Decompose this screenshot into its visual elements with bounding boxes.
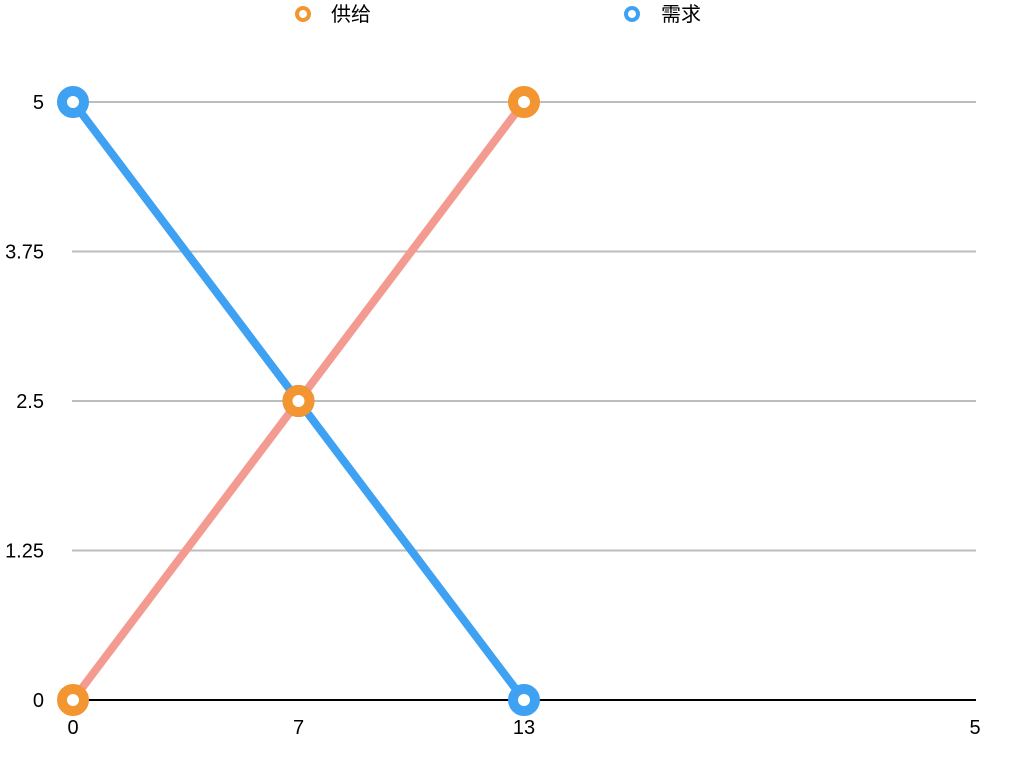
x-axis-tick-labels: 0 7 13 5 xyxy=(67,717,980,739)
legend-marker-supply xyxy=(295,6,311,22)
legend: 供给 需求 xyxy=(295,3,701,26)
x-tick-label: 7 xyxy=(293,717,304,739)
data-point-supply xyxy=(57,684,89,716)
y-tick-label: 5 xyxy=(33,92,44,114)
y-tick-label: 3.75 xyxy=(5,242,44,264)
y-tick-label: 0 xyxy=(33,690,44,712)
legend-item-demand: 需求 xyxy=(624,3,701,26)
y-tick-label: 1.25 xyxy=(5,541,44,563)
legend-label-supply: 供给 xyxy=(331,3,371,26)
gridlines xyxy=(72,101,976,701)
y-tick-label: 2.5 xyxy=(16,391,44,413)
legend-item-supply: 供给 xyxy=(295,3,371,26)
legend-marker-demand xyxy=(624,6,640,22)
series-markers xyxy=(57,86,540,716)
data-point-supply xyxy=(508,86,540,118)
data-point-demand xyxy=(57,86,89,118)
x-tick-label: 13 xyxy=(513,717,535,739)
legend-label-demand: 需求 xyxy=(661,3,701,26)
x-tick-label: 5 xyxy=(969,717,980,739)
y-axis-tick-labels: 0 1.25 2.5 3.75 5 xyxy=(5,92,44,712)
data-point-demand xyxy=(508,684,540,716)
x-tick-label: 0 xyxy=(67,717,78,739)
data-point-supply xyxy=(282,385,315,417)
